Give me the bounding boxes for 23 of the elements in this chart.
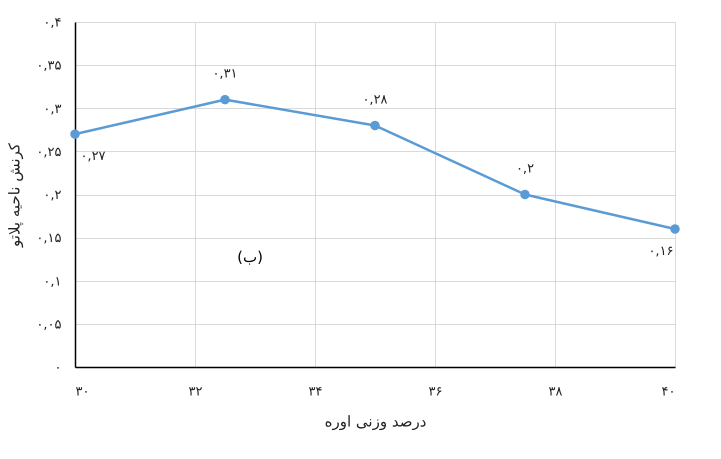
x-tick-label: ۳۸ bbox=[548, 384, 562, 400]
x-tick-label: ۳۲ bbox=[188, 384, 202, 400]
x-tick-label: ۳۴ bbox=[308, 384, 322, 400]
y-tick-label: ۰,۱۵ bbox=[36, 231, 62, 246]
data-label: ۰,۳۱ bbox=[212, 66, 238, 82]
y-tick-label: ۰ bbox=[54, 360, 62, 376]
x-tick-label: ۳۰ bbox=[76, 384, 90, 400]
y-tick-label: ۰,۴ bbox=[43, 16, 62, 30]
y-tick-label: ۰,۳ bbox=[43, 102, 62, 117]
y-tick-label: ۰,۱ bbox=[43, 274, 62, 290]
data-label: ۰,۲ bbox=[516, 162, 534, 176]
y-tick-label: ۰,۲ bbox=[43, 188, 62, 203]
y-tick-label: ۰,۲۵ bbox=[36, 144, 62, 160]
y-axis-title: کرنش ناحیه پلاتو bbox=[5, 142, 24, 248]
x-axis-title: درصد وزنی اوره bbox=[324, 412, 426, 430]
y-tick-label: ۰,۳۵ bbox=[36, 58, 62, 74]
x-tick-label: ۴۰ bbox=[662, 384, 676, 400]
y-tick-label: ۰,۰۵ bbox=[36, 317, 62, 332]
data-label: ۰,۲۸ bbox=[362, 92, 388, 108]
data-label: ۰,۲۷ bbox=[80, 149, 106, 164]
annotation: (ب) bbox=[237, 248, 263, 266]
data-label: ۰,۱۶ bbox=[648, 244, 674, 259]
x-tick-label: ۳۶ bbox=[428, 384, 442, 400]
